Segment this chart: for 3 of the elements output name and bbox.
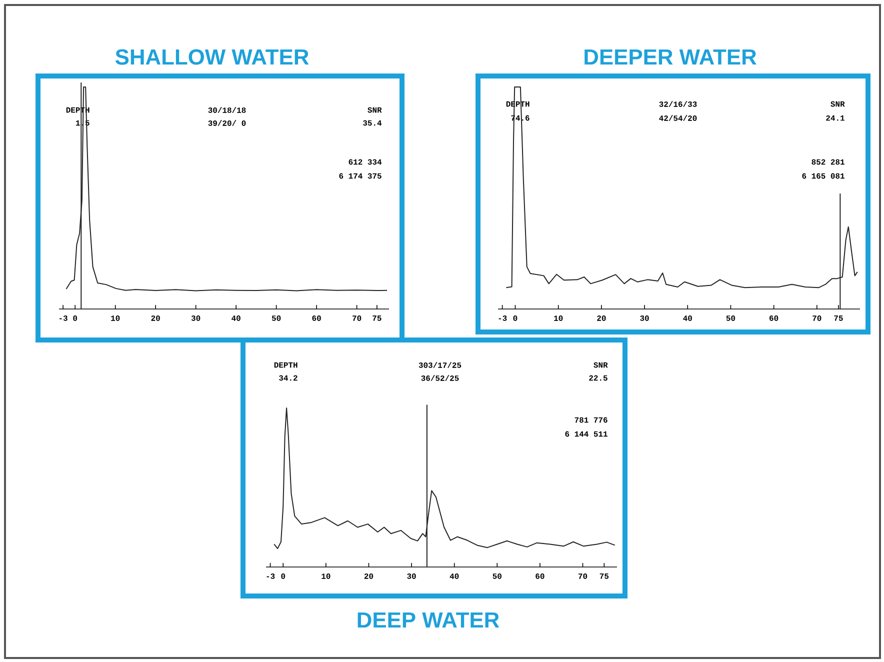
text: DEEP WATER xyxy=(358,612,500,628)
chart-title: SHALLOW WATER xyxy=(115,49,309,65)
chart-title: DEEPER WATER xyxy=(584,49,756,65)
